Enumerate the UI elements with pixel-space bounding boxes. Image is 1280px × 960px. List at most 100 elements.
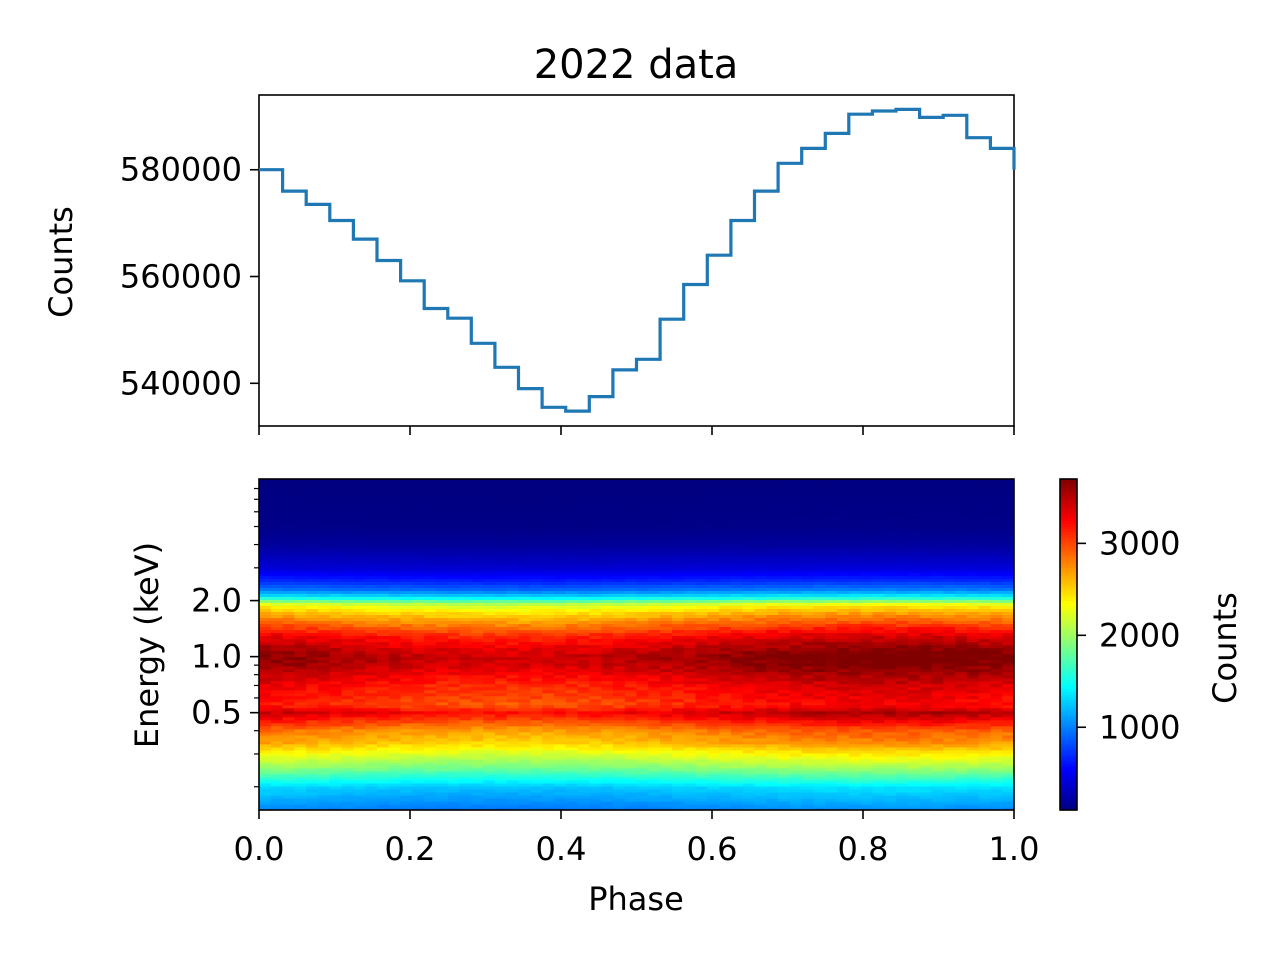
heatmap-cell [435,677,449,682]
heatmap-cell [648,776,661,781]
heatmap-cell [907,764,921,769]
heatmap-cell [766,698,779,703]
heatmap-cell [907,671,921,676]
heatmap-cell [848,578,862,582]
heatmap-cell [778,647,791,652]
heatmap-cell [589,773,602,778]
heatmap-cell [860,605,874,609]
heatmap-cell [789,608,803,612]
heatmap-cell [589,680,602,685]
heatmap-cell [789,785,803,790]
heatmap-cell [955,707,968,712]
heatmap-cell [459,698,472,703]
heatmap-cell [919,698,933,703]
heatmap-cell [648,803,661,808]
heatmap-cell [978,608,992,612]
heatmap-cell [907,677,921,682]
heatmap-cell [424,737,437,742]
heatmap-cell [329,608,343,612]
heatmap-cell [778,713,791,718]
heatmap-cell [282,662,295,667]
heatmap-cell [848,656,862,661]
heatmap-cell [955,764,968,769]
heatmap-cell [707,785,720,790]
heatmap-cell [353,797,366,802]
heatmap-cell [518,776,531,781]
heatmap-cell [931,734,944,739]
heatmap-cell [919,704,933,709]
heatmap-cell [412,749,425,754]
heatmap-cell [825,695,838,700]
heatmap-cell [577,734,590,739]
heatmap-cell [719,743,732,748]
heatmap-cell [612,590,626,594]
heatmap-cell [376,758,390,763]
heatmap-cell [742,662,756,667]
heatmap-cell [506,686,520,691]
heatmap-cell [1002,587,1014,591]
heatmap-cell [943,599,956,603]
heatmap-cell [424,656,437,661]
heatmap-cell [412,719,425,724]
heatmap-cell [282,659,295,664]
heatmap-cell [506,710,520,715]
heatmap-cell [553,713,567,718]
heatmap-cell [400,755,413,760]
heatmap-cell [955,659,968,664]
heatmap-cell [742,785,756,790]
heatmap-cell [424,677,437,682]
heatmap-cell [636,701,649,706]
heatmap-cell [990,611,1003,616]
heatmap-cell [612,635,626,640]
heatmap-cell [400,710,413,715]
heatmap-cell [671,674,685,679]
heatmap-cell [648,614,661,619]
heatmap-cell [435,710,449,715]
heatmap-cell [424,710,437,715]
heatmap-cell [990,650,1003,655]
heatmap-cell [778,626,791,631]
heatmap-cell [778,725,791,730]
heatmap-cell [860,746,874,751]
heatmap-cell [825,653,838,658]
heatmap-cell [435,770,449,775]
heatmap-cell [424,686,437,691]
heatmap-cell [624,749,638,754]
heatmap-cell [306,599,319,603]
heatmap-cell [282,686,295,691]
heatmap-cell [955,806,968,810]
heatmap-cell [306,677,319,682]
heatmap-cell [459,746,472,751]
heatmap-cell [978,665,992,670]
heatmap-cell [376,683,390,688]
heatmap-cell [660,764,673,769]
heatmap-cell [459,797,472,802]
heatmap-cell [931,767,944,772]
heatmap-cell [435,755,449,760]
heatmap-cell [766,689,779,694]
heatmap-cell [530,611,543,616]
heatmap-cell [707,764,720,769]
heatmap-cell [813,788,826,793]
heatmap-cell [506,620,520,625]
heatmap-cell [577,704,590,709]
heatmap-cell [317,602,331,606]
heatmap-cell [388,746,402,751]
heatmap-cell [943,653,956,658]
heatmap-cell [754,722,767,727]
heatmap-cell [884,797,897,802]
heatmap-cell [695,737,708,742]
heatmap-cell [1002,689,1014,694]
heatmap-cell [707,707,720,712]
heatmap-cell [424,722,437,727]
heatmap-cell [471,656,484,661]
heatmap-cell [270,719,284,724]
heatmap-cell [943,614,956,619]
heatmap-cell [931,623,944,628]
heatmap-cell [931,614,944,619]
heatmap-cell [471,680,484,685]
heatmap-cell [695,767,708,772]
heatmap-cell [872,785,885,790]
heatmap-cell [955,713,968,718]
heatmap-cell [447,668,461,673]
